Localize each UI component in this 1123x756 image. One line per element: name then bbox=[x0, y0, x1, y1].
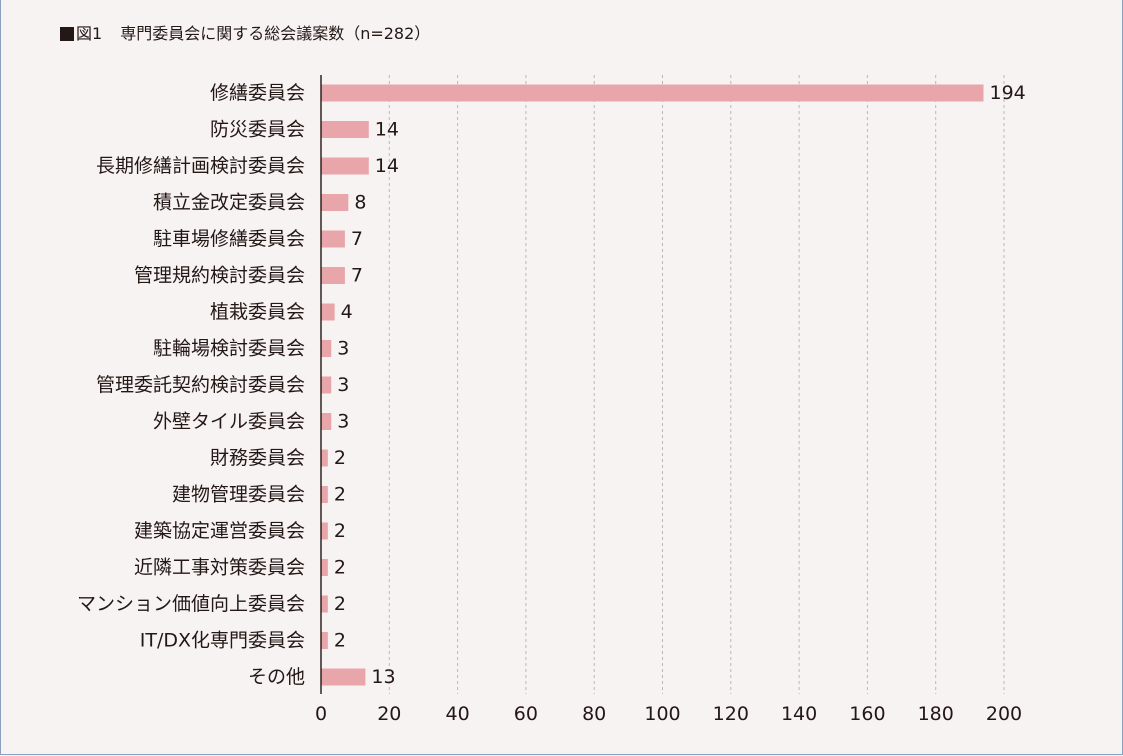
bar-12 bbox=[321, 522, 328, 540]
value-label-11: 2 bbox=[334, 484, 346, 506]
value-label-7: 3 bbox=[337, 338, 349, 360]
category-label-12: 建築協定運営委員会 bbox=[134, 520, 305, 542]
x-tick-label-60: 60 bbox=[514, 703, 538, 725]
value-label-9: 3 bbox=[337, 411, 349, 433]
bar-8 bbox=[321, 376, 332, 394]
category-label-6: 植栽委員会 bbox=[210, 301, 305, 323]
figure-label: 図1 bbox=[76, 24, 103, 43]
category-label-0: 修繕委員会 bbox=[210, 82, 305, 104]
x-tick-label-0: 0 bbox=[315, 703, 327, 725]
value-label-6: 4 bbox=[341, 301, 353, 323]
category-label-16: その他 bbox=[248, 666, 305, 688]
bar-9 bbox=[321, 413, 332, 430]
x-tick-label-100: 100 bbox=[644, 703, 680, 725]
category-label-15: IT/DX化専門委員会 bbox=[140, 630, 305, 652]
bar-6 bbox=[321, 303, 335, 321]
category-label-13: 近隣工事対策委員会 bbox=[134, 557, 305, 579]
value-label-4: 7 bbox=[351, 228, 363, 250]
value-label-5: 7 bbox=[351, 265, 363, 287]
value-label-10: 2 bbox=[334, 447, 346, 469]
value-label-8: 3 bbox=[337, 374, 349, 396]
bar-16 bbox=[321, 668, 366, 686]
value-label-3: 8 bbox=[354, 192, 366, 214]
category-label-5: 管理規約検討委員会 bbox=[134, 265, 305, 287]
category-label-9: 外壁タイル委員会 bbox=[153, 411, 305, 433]
value-label-0: 194 bbox=[990, 82, 1026, 104]
x-tick-label-140: 140 bbox=[781, 703, 817, 725]
category-label-1: 防災委員会 bbox=[210, 119, 305, 141]
value-label-13: 2 bbox=[334, 557, 346, 579]
x-tick-label-120: 120 bbox=[713, 703, 749, 725]
x-tick-label-180: 180 bbox=[918, 703, 954, 725]
bar-0 bbox=[321, 84, 984, 102]
category-label-2: 長期修繕計画検討委員会 bbox=[96, 155, 305, 177]
square-bullet-icon bbox=[60, 27, 74, 41]
bar-10 bbox=[321, 449, 328, 467]
bar-5 bbox=[321, 267, 345, 284]
bar-2 bbox=[321, 157, 369, 175]
x-tick-label-200: 200 bbox=[986, 703, 1022, 725]
category-label-7: 駐輪場検討委員会 bbox=[153, 338, 305, 360]
value-label-14: 2 bbox=[334, 593, 346, 615]
x-tick-label-80: 80 bbox=[582, 703, 606, 725]
x-tick-label-40: 40 bbox=[446, 703, 470, 725]
category-label-4: 駐車場修繕委員会 bbox=[153, 228, 305, 250]
bar-3 bbox=[321, 194, 349, 211]
bar-13 bbox=[321, 559, 328, 576]
x-tick-label-160: 160 bbox=[849, 703, 885, 725]
category-label-11: 建物管理委員会 bbox=[172, 484, 305, 506]
category-label-10: 財務委員会 bbox=[210, 447, 305, 469]
bar-14 bbox=[321, 595, 328, 613]
category-label-3: 積立金改定委員会 bbox=[153, 192, 305, 214]
category-label-8: 管理委託契約検討委員会 bbox=[96, 374, 305, 396]
bar-4 bbox=[321, 230, 345, 248]
value-label-12: 2 bbox=[334, 520, 346, 542]
bar-7 bbox=[321, 340, 332, 357]
value-label-15: 2 bbox=[334, 630, 346, 652]
category-label-14: マンション価値向上委員会 bbox=[77, 593, 305, 615]
value-label-1: 14 bbox=[375, 119, 399, 141]
value-label-16: 13 bbox=[371, 666, 395, 688]
figure-title-row: 図1 専門委員会に関する総会議案数（n=282） bbox=[60, 24, 430, 44]
x-tick-label-20: 20 bbox=[377, 703, 401, 725]
bar-15 bbox=[321, 632, 328, 649]
figure-title: 専門委員会に関する総会議案数（n=282） bbox=[120, 24, 431, 43]
value-label-2: 14 bbox=[375, 155, 399, 177]
bar-1 bbox=[321, 121, 369, 138]
bar-11 bbox=[321, 486, 328, 503]
